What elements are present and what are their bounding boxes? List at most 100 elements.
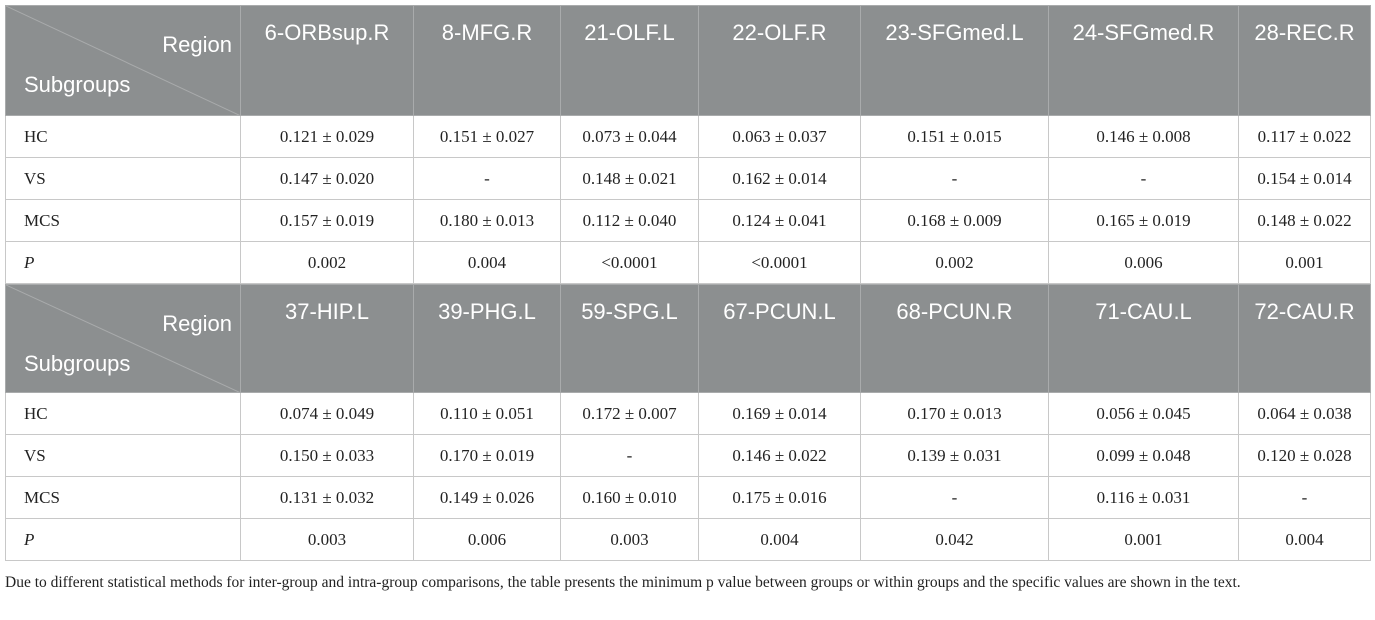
column-header: 24-SFGmed.R <box>1048 5 1239 116</box>
header-row: Region Subgroups 6-ORBsup.R 8-MFG.R 21-OLF.L… <box>5 5 1371 116</box>
value-cell: 0.124 ± 0.041 <box>698 199 861 242</box>
value-cell: 0.121 ± 0.029 <box>240 115 414 158</box>
data-row: MCS 0.157 ± 0.019 0.180 ± 0.013 0.112 ± 0.0… <box>5 199 1371 242</box>
value-cell: 0.002 <box>860 241 1049 284</box>
value-cell: 0.151 ± 0.015 <box>860 115 1049 158</box>
column-header: 72-CAU.R <box>1238 284 1371 393</box>
value-cell: 0.139 ± 0.031 <box>860 434 1049 477</box>
group-label: P <box>5 241 241 284</box>
column-header: 67-PCUN.L <box>698 284 861 393</box>
value-cell: 0.172 ± 0.007 <box>560 392 699 435</box>
value-cell: 0.165 ± 0.019 <box>1048 199 1239 242</box>
value-cell: 0.006 <box>1048 241 1239 284</box>
column-header: 23-SFGmed.L <box>860 5 1049 116</box>
value-cell: 0.120 ± 0.028 <box>1238 434 1371 477</box>
data-row: VS 0.147 ± 0.020-0.148 ± 0.021 0.162 ± 0.0… <box>5 157 1371 200</box>
value-cell: 0.003 <box>560 518 699 561</box>
value-cell: 0.148 ± 0.022 <box>1238 199 1371 242</box>
value-cell: 0.157 ± 0.019 <box>240 199 414 242</box>
header-row: Region Subgroups 37-HIP.L 39-PHG.L 59-SPG.L 6… <box>5 284 1371 393</box>
value-cell: 0.169 ± 0.014 <box>698 392 861 435</box>
value-cell: 0.175 ± 0.016 <box>698 476 861 519</box>
value-cell: 0.170 ± 0.013 <box>860 392 1049 435</box>
value-cell: 0.148 ± 0.021 <box>560 157 699 200</box>
column-header: 71-CAU.L <box>1048 284 1239 393</box>
value-cell: 0.146 ± 0.008 <box>1048 115 1239 158</box>
column-header: 59-SPG.L <box>560 284 699 393</box>
data-row: P 0.002 0.004 <0.0001 <0.0001 0.002 0.006 0.001 <box>5 241 1371 284</box>
value-cell: 0.131 ± 0.032 <box>240 476 414 519</box>
value-cell: - <box>413 157 561 200</box>
value-cell: 0.117 ± 0.022 <box>1238 115 1371 158</box>
value-cell: 0.110 ± 0.051 <box>413 392 561 435</box>
group-label: P <box>5 518 241 561</box>
value-cell: 0.001 <box>1048 518 1239 561</box>
value-cell: 0.180 ± 0.013 <box>413 199 561 242</box>
subgroups-label: Subgroups <box>24 351 131 376</box>
value-cell: 0.168 ± 0.009 <box>860 199 1049 242</box>
value-cell: 0.154 ± 0.014 <box>1238 157 1371 200</box>
value-cell: 0.112 ± 0.040 <box>560 199 699 242</box>
value-cell: - <box>860 157 1049 200</box>
value-cell: - <box>860 476 1049 519</box>
value-cell: 0.170 ± 0.019 <box>413 434 561 477</box>
data-table: Region Subgroups 37-HIP.L 39-PHG.L 59-SPG.L 6… <box>5 284 1371 561</box>
data-row: P 0.003 0.006 0.003 0.004 0.042 0.001 0.004 <box>5 518 1371 561</box>
value-cell: 0.147 ± 0.020 <box>240 157 414 200</box>
value-cell: 0.160 ± 0.010 <box>560 476 699 519</box>
region-label: Region <box>162 32 232 57</box>
value-cell: 0.116 ± 0.031 <box>1048 476 1239 519</box>
value-cell: 0.063 ± 0.037 <box>698 115 861 158</box>
value-cell: 0.004 <box>1238 518 1371 561</box>
subgroups-label: Subgroups <box>24 72 131 97</box>
value-cell: - <box>1048 157 1239 200</box>
value-cell: 0.099 ± 0.048 <box>1048 434 1239 477</box>
value-cell: 0.150 ± 0.033 <box>240 434 414 477</box>
group-label: HC <box>5 115 241 158</box>
group-label: VS <box>5 157 241 200</box>
diagonal <box>6 6 241 116</box>
corner-cell: Region Subgroups <box>5 5 241 116</box>
data-row: MCS 0.131 ± 0.032 0.149 ± 0.026 0.160 ± 0.0… <box>5 476 1371 519</box>
value-cell: 0.001 <box>1238 241 1371 284</box>
value-cell: 0.002 <box>240 241 414 284</box>
column-header: 28-REC.R <box>1238 5 1371 116</box>
group-label: MCS <box>5 476 241 519</box>
value-cell: 0.074 ± 0.049 <box>240 392 414 435</box>
value-cell: <0.0001 <box>698 241 861 284</box>
value-cell: 0.064 ± 0.038 <box>1238 392 1371 435</box>
value-cell: 0.006 <box>413 518 561 561</box>
data-table: Region Subgroups 6-ORBsup.R 8-MFG.R 21-OLF.L… <box>5 5 1371 284</box>
value-cell: 0.162 ± 0.014 <box>698 157 861 200</box>
value-cell: 0.004 <box>413 241 561 284</box>
value-cell: 0.004 <box>698 518 861 561</box>
value-cell: - <box>560 434 699 477</box>
column-header: 8-MFG.R <box>413 5 561 116</box>
group-label: HC <box>5 392 241 435</box>
value-cell: 0.073 ± 0.044 <box>560 115 699 158</box>
group-label: MCS <box>5 199 241 242</box>
value-cell: 0.146 ± 0.022 <box>698 434 861 477</box>
data-row: HC 0.121 ± 0.029 0.151 ± 0.027 0.073 ± 0.04… <box>5 115 1371 158</box>
column-header: 39-PHG.L <box>413 284 561 393</box>
corner-cell: Region Subgroups <box>5 284 241 393</box>
column-header: 21-OLF.L <box>560 5 699 116</box>
value-cell: <0.0001 <box>560 241 699 284</box>
group-label: VS <box>5 434 241 477</box>
value-cell: 0.149 ± 0.026 <box>413 476 561 519</box>
region-label: Region <box>162 311 232 336</box>
data-row: VS 0.150 ± 0.033 0.170 ± 0.019-0.146 ± 0.0… <box>5 434 1371 477</box>
diagonal-line <box>6 6 241 116</box>
diagonal-line <box>6 285 241 393</box>
column-header: 68-PCUN.R <box>860 284 1049 393</box>
footnote: Due to different statistical methods for… <box>5 574 1241 591</box>
diagonal <box>6 285 241 393</box>
value-cell: 0.003 <box>240 518 414 561</box>
data-row: HC 0.074 ± 0.049 0.110 ± 0.051 0.172 ± 0.00… <box>5 392 1371 435</box>
value-cell: 0.042 <box>860 518 1049 561</box>
column-header: 22-OLF.R <box>698 5 861 116</box>
column-header: 6-ORBsup.R <box>240 5 414 116</box>
value-cell: 0.151 ± 0.027 <box>413 115 561 158</box>
value-cell: - <box>1238 476 1371 519</box>
